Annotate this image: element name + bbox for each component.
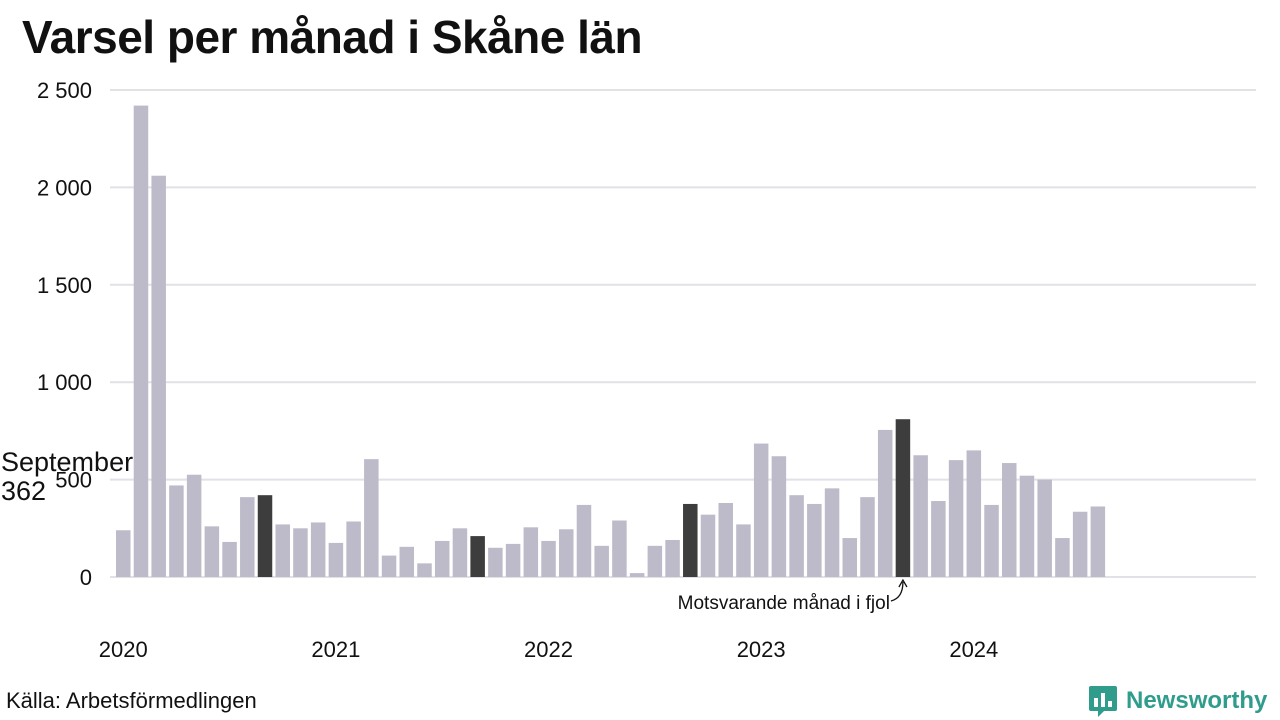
y-tick-label: 1 000 [37, 370, 92, 395]
newsworthy-logo-icon [1089, 686, 1117, 717]
bar: 2024-04: 520 [1019, 475, 1035, 577]
bar: 2021-10: 150 [488, 547, 503, 577]
bar: 2024-07: 335 [1072, 511, 1088, 577]
bar: 2023-04: 375 [807, 503, 822, 577]
y-tick-label: 500 [55, 468, 92, 493]
bar: 2021-03: 605 [364, 459, 379, 577]
bar: 2023-03: 420 [789, 495, 804, 577]
bar: 2022-05: 290 [612, 520, 627, 577]
bar: 2022-11: 380 [718, 502, 733, 577]
newsworthy-logo[interactable]: Newsworthy [1088, 684, 1267, 718]
bar: 2022-12: 270 [736, 524, 751, 577]
comparison-annotation: Motsvarande månad i fjol [678, 593, 890, 614]
annotation-arrowhead [898, 578, 908, 588]
bar: 2020-12: 280 [310, 522, 326, 577]
bar: 2024-06: 200 [1055, 538, 1070, 577]
x-axis-ticks: 2020 2021 2022 2023 2024 [99, 637, 999, 662]
bars: 2020-01: 2402020-02: 24202020-03: 206020… [116, 105, 1106, 578]
bar: 2022-03: 370 [576, 504, 592, 577]
bar-comparison: 2021-09: 210 [470, 536, 485, 577]
bar: 2021-11: 170 [505, 543, 521, 577]
x-tick-label: 2023 [737, 637, 786, 662]
annotation-arrow [890, 581, 904, 602]
bar: 2020-07: 180 [222, 541, 237, 577]
bar-comparison: 2020-09: 420 [257, 495, 273, 577]
bar: 2023-12: 600 [948, 460, 964, 577]
bar: 2021-01: 175 [328, 542, 344, 577]
bar: 2020-08: 410 [240, 497, 255, 577]
bar-comparison: 2022-09: 375 [683, 503, 698, 577]
bar: 2022-10: 320 [700, 514, 716, 577]
bar: 2020-04: 470 [169, 485, 184, 577]
y-tick-label: 2 000 [37, 175, 92, 200]
bar: 2023-02: 620 [771, 456, 787, 577]
bar: 2021-02: 285 [346, 521, 361, 577]
bar: 2021-05: 155 [399, 546, 415, 577]
bar: 2024-01: 650 [966, 450, 982, 577]
bar: 2022-07: 160 [647, 545, 663, 577]
bar: 2023-01: 685 [753, 443, 769, 577]
bar: 2024-08: 362 [1090, 506, 1106, 577]
bar: 2021-07: 185 [434, 540, 450, 577]
x-tick-label: 2024 [949, 637, 998, 662]
bar: 2021-04: 110 [381, 555, 397, 577]
gridlines [110, 89, 1256, 578]
bar: 2020-11: 250 [293, 528, 308, 577]
y-tick-label: 1 500 [37, 273, 92, 298]
highlight-month-label: September [1, 447, 133, 477]
y-axis-ticks: 0 500 1 000 1 500 2 000 2 500 [37, 78, 92, 590]
bar: 2020-01: 240 [116, 530, 131, 577]
bar: 2021-12: 255 [523, 527, 539, 577]
bar: 2020-10: 270 [275, 524, 290, 577]
x-tick-label: 2020 [99, 637, 148, 662]
highlight-value-label: 362 [1, 476, 46, 506]
bar: 2020-02: 2420 [133, 105, 149, 578]
bar: 2024-05: 500 [1037, 479, 1052, 577]
y-tick-label: 0 [80, 565, 92, 590]
bar: 2024-02: 370 [984, 504, 999, 577]
bar: 2022-06: 20 [629, 573, 645, 577]
bar: 2023-05: 455 [824, 488, 840, 577]
bar: 2022-02: 245 [559, 529, 574, 577]
bar: 2023-07: 410 [860, 497, 875, 577]
x-tick-label: 2021 [311, 637, 360, 662]
bar: 2023-06: 200 [842, 538, 858, 577]
bar: 2021-06: 70 [417, 563, 432, 577]
bar: 2020-05: 525 [186, 474, 202, 577]
source-note: Källa: Arbetsförmedlingen [6, 688, 257, 713]
bar: 2023-10: 625 [913, 455, 928, 577]
bar: 2020-06: 260 [204, 526, 220, 577]
bar: 2020-03: 2060 [151, 175, 166, 577]
chart-title: Varsel per månad i Skåne län [22, 11, 643, 63]
bar: 2022-08: 190 [665, 539, 680, 577]
y-tick-label: 2 500 [37, 78, 92, 103]
bar: 2024-03: 585 [1002, 463, 1017, 577]
bar: 2021-08: 250 [452, 528, 468, 577]
brand-name: Newsworthy [1126, 687, 1268, 714]
bar: 2023-11: 390 [931, 501, 946, 577]
x-tick-label: 2022 [524, 637, 573, 662]
bar-comparison: 2023-09: 810 [895, 419, 911, 577]
bar: 2022-01: 185 [541, 540, 556, 577]
bar: 2023-08: 755 [877, 429, 893, 577]
bar: 2022-04: 160 [594, 545, 609, 577]
